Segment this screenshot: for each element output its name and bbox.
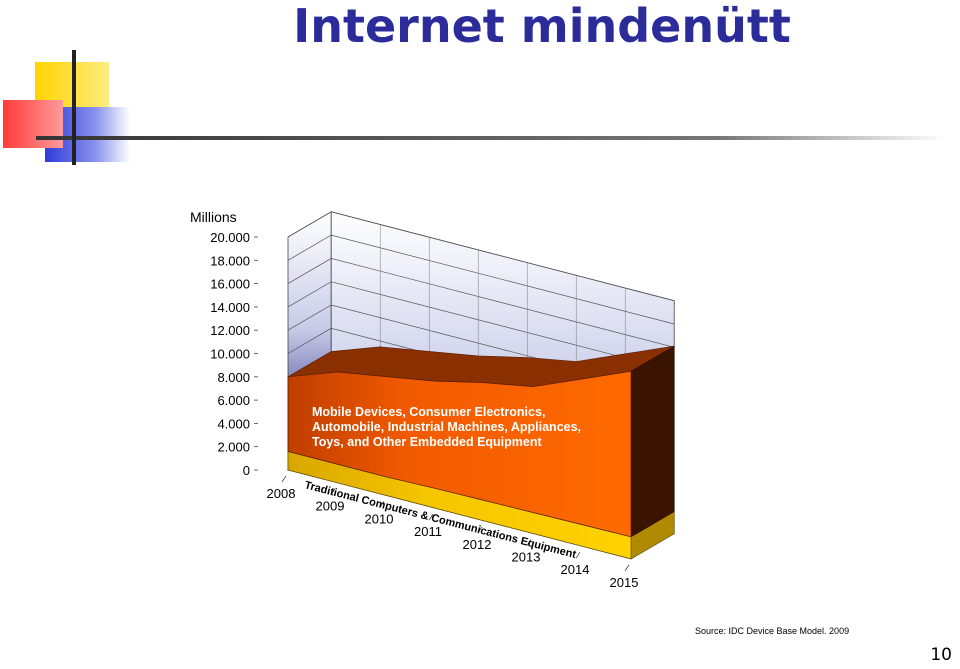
gridline	[287, 234, 675, 325]
x-tick-mark	[575, 551, 581, 559]
x-tick-mark	[477, 526, 483, 534]
y-tick-label: 10.000	[210, 347, 250, 362]
x-tick-label: 2012	[463, 537, 492, 552]
x-tick-mark	[526, 539, 532, 546]
x-tick-label: 2015	[610, 575, 639, 590]
gridline	[287, 281, 675, 371]
deco-vertical-line	[72, 50, 76, 165]
slide-title: Internet mindenütt	[293, 0, 791, 53]
y-axis-label: Millions	[190, 209, 237, 225]
x-tick-label: 2009	[316, 499, 345, 514]
x-tick-label: 2013	[512, 550, 541, 565]
x-tick-mark	[624, 564, 630, 572]
y-tick-label: 8.000	[217, 370, 250, 385]
page-number: 10	[930, 645, 952, 665]
chart-source: Source: IDC Device Base Model. 2009	[695, 626, 849, 636]
x-tick-label: 2011	[414, 524, 442, 539]
mobile-series-label: Mobile Devices, Consumer Electronics,	[312, 405, 545, 419]
x-tick-mark	[379, 501, 385, 508]
y-tick-label: 2.000	[217, 440, 250, 455]
y-tick-label: 20.000	[210, 230, 250, 245]
x-tick-label: 2008	[267, 486, 296, 501]
y-tick-label: 4.000	[217, 416, 250, 431]
deco-horizontal-line	[36, 136, 946, 140]
x-tick-mark	[281, 475, 287, 483]
mobile-series-area	[287, 370, 632, 538]
y-tick-label: 6.000	[217, 393, 250, 408]
mobile-series-end	[630, 345, 675, 538]
mobile-series-label: Toys, and Other Embedded Equipment	[312, 435, 542, 449]
y-tick-label: 12.000	[210, 323, 250, 338]
x-tick-mark	[330, 488, 336, 495]
gridline	[287, 211, 675, 302]
y-tick-label: 0	[243, 463, 250, 478]
x-tick-mark	[428, 513, 434, 521]
y-tick-label: 18.000	[210, 253, 250, 268]
x-tick-label: 2014	[561, 562, 590, 577]
y-tick-label: 16.000	[210, 277, 250, 292]
y-tick-label: 14.000	[210, 300, 250, 315]
gridline	[287, 258, 675, 348]
x-tick-label: 2010	[365, 511, 394, 526]
title-decoration	[3, 50, 946, 165]
mobile-series-label: Automobile, Industrial Machines, Applian…	[312, 420, 581, 434]
